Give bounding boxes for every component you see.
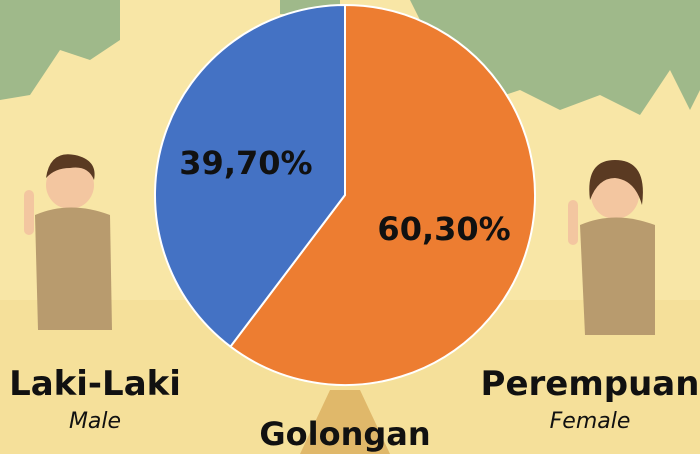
category-translation: Female (550, 409, 631, 434)
value-label: 39,70% (179, 144, 312, 182)
chart-title: Golongan (259, 415, 430, 453)
category-translation: Male (69, 409, 121, 434)
category-label: Laki-Laki (9, 364, 181, 404)
value-label: 60,30% (377, 210, 510, 248)
infographic: 60,30% 39,70% Laki-Laki Male Perempuan Fe… (0, 0, 700, 454)
pie: 60,30% 39,70% (155, 5, 535, 385)
category-label: Perempuan (481, 364, 700, 404)
